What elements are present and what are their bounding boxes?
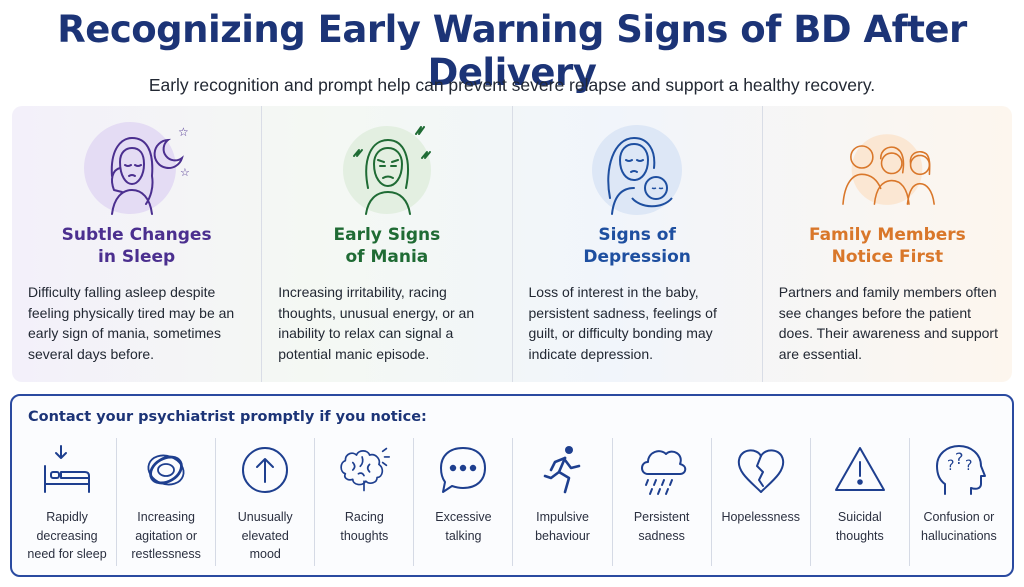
contact-psychiatrist-panel: Contact your psychiatrist promptly if yo…	[10, 394, 1014, 577]
card-family: Family Members Notice First Partners and …	[761, 106, 1012, 382]
svg-text:☆: ☆	[180, 166, 190, 179]
sign-persistent-sadness: Persistent sadness	[611, 438, 711, 566]
warning-triangle-icon	[832, 442, 888, 498]
page-subtitle: Early recognition and prompt help can pr…	[148, 75, 876, 95]
sign-suicidal-thoughts: Suicidal thoughts	[809, 438, 909, 566]
mother-with-baby-icon	[582, 118, 692, 218]
family-icon	[832, 118, 942, 218]
card-family-title: Family Members Notice First	[808, 225, 966, 267]
sign-excessive-talking: Excessive talking	[413, 438, 512, 566]
svg-text:?: ?	[965, 458, 972, 474]
sign-label: Increasing agitation or restlessness	[131, 510, 201, 561]
svg-text:?: ?	[947, 458, 954, 474]
tangled-scribble-icon	[138, 442, 194, 498]
card-family-text: Partners and family members often see ch…	[778, 284, 998, 362]
svg-text:☆: ☆	[178, 125, 189, 139]
bed-icon	[39, 442, 95, 498]
sign-label: Excessive talking	[435, 510, 492, 543]
sign-label: Suicidal thoughts	[835, 510, 884, 543]
sign-impulsive: Impulsive behaviour	[512, 438, 611, 566]
sign-hopelessness: Hopelessness	[710, 438, 810, 566]
card-depression-title: Signs of Depression	[583, 225, 691, 267]
sign-racing-thoughts: Racing thoughts	[314, 438, 413, 566]
contact-title: Contact your psychiatrist promptly if yo…	[28, 409, 427, 425]
sign-label: Confusion or hallucinations	[921, 510, 997, 543]
sign-agitation: Increasing agitation or restlessness	[116, 438, 215, 566]
sign-label: Racing thoughts	[340, 510, 389, 543]
agitated-woman-icon	[332, 118, 442, 218]
sign-label: Persistent sadness	[633, 510, 690, 543]
warning-signs-list: Rapidly decreasing need for sleep Increa…	[18, 438, 1008, 566]
rain-cloud-icon	[634, 442, 690, 498]
card-sleep-text: Difficulty falling asleep despite feelin…	[28, 284, 235, 362]
sign-label: Rapidly decreasing need for sleep	[27, 510, 107, 561]
card-sleep-title: Subtle Changes in Sleep	[61, 225, 212, 267]
up-arrow-circle-icon	[237, 442, 293, 498]
sign-elevated-mood: Unusually elevated mood	[215, 438, 314, 566]
sign-sleep: Rapidly decreasing need for sleep	[18, 438, 116, 566]
card-sleep: ☆ ☆ Subtle Changes in Sleep Difficulty fa…	[12, 106, 261, 382]
broken-heart-icon	[733, 442, 789, 498]
card-mania-text: Increasing irritability, racing thoughts…	[278, 284, 475, 362]
sign-confusion: ? ? ? Confusion or hallucinations	[908, 438, 1008, 566]
running-person-icon	[535, 442, 591, 498]
sleepless-woman-icon: ☆ ☆	[82, 118, 192, 218]
page-title: Recognizing Early Warning Signs of BD Af…	[57, 8, 967, 94]
card-mania: Early Signs of Mania Increasing irritabil…	[261, 106, 511, 382]
svg-text:?: ?	[955, 449, 964, 468]
head-question-icon: ? ? ?	[931, 442, 987, 498]
card-depression: Signs of Depression Loss of interest in t…	[511, 106, 762, 382]
brain-icon	[336, 442, 392, 498]
sign-label: Hopelessness	[721, 510, 800, 524]
sign-label: Unusually elevated mood	[237, 510, 293, 561]
warning-cards-panel: ☆ ☆ Subtle Changes in Sleep Difficulty fa…	[12, 106, 1012, 382]
card-depression-text: Loss of interest in the baby, persistent…	[528, 284, 717, 362]
sign-label: Impulsive behaviour	[535, 510, 590, 543]
card-mania-title: Early Signs of Mania	[333, 225, 441, 267]
speech-bubble-icon	[435, 442, 491, 498]
